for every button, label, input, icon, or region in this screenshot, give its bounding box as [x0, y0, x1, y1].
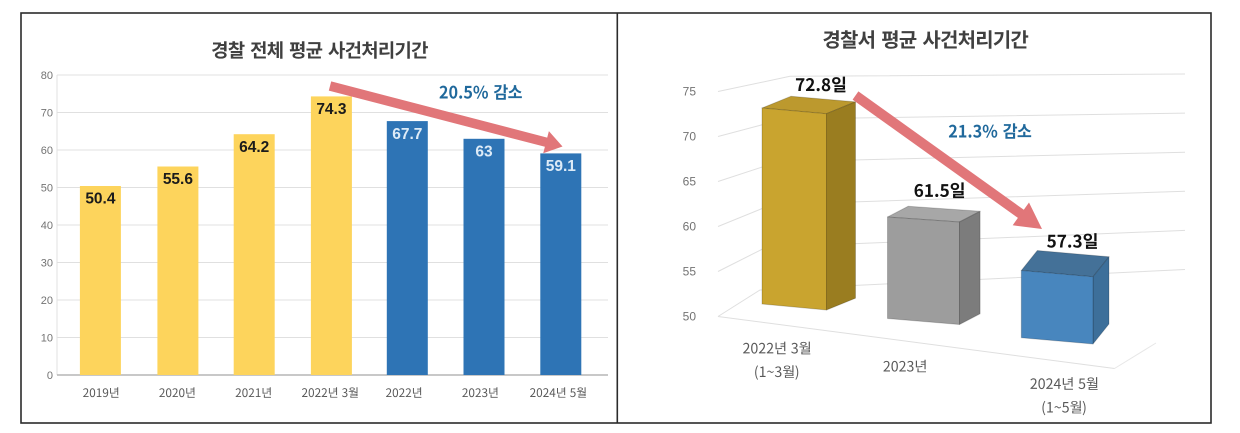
svg-text:75: 75	[683, 85, 697, 99]
svg-text:67.7: 67.7	[392, 126, 422, 143]
svg-text:70: 70	[41, 107, 53, 119]
svg-text:10: 10	[41, 332, 53, 344]
svg-text:50: 50	[683, 310, 697, 324]
svg-text:59.1: 59.1	[546, 158, 577, 175]
svg-text:20: 20	[41, 295, 53, 307]
svg-text:63: 63	[475, 143, 493, 160]
svg-text:55.6: 55.6	[163, 171, 194, 188]
svg-text:30: 30	[41, 257, 53, 269]
svg-text:80: 80	[41, 70, 53, 82]
svg-text:70: 70	[683, 130, 697, 144]
svg-text:50.4: 50.4	[85, 191, 116, 208]
svg-text:64.2: 64.2	[239, 139, 269, 156]
svg-text:65: 65	[683, 175, 697, 189]
svg-text:50: 50	[41, 182, 53, 194]
svg-text:60: 60	[41, 145, 53, 157]
svg-text:0: 0	[47, 370, 53, 382]
svg-text:55: 55	[683, 265, 697, 279]
svg-text:74.3: 74.3	[316, 101, 347, 118]
svg-text:40: 40	[41, 220, 53, 232]
svg-text:60: 60	[683, 220, 697, 234]
